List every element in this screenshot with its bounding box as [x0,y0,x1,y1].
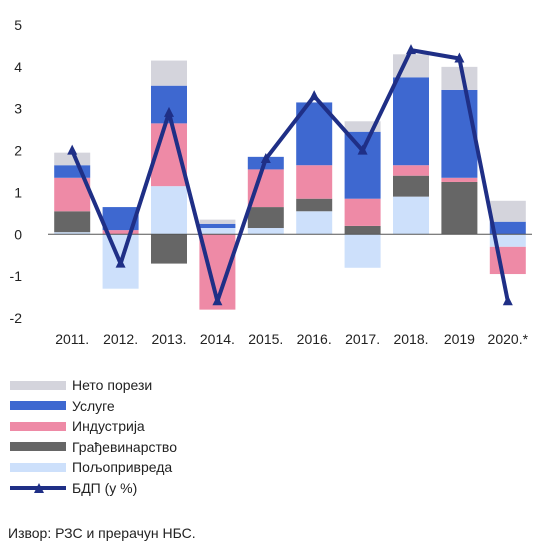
legend-swatch-construction [10,442,66,452]
bar-segment [151,234,187,264]
bar-segment [393,165,429,176]
bar-segment [102,230,139,235]
legend-swatch-gdp [10,482,66,493]
y-tick-label: 5 [14,17,22,33]
bar-segment [296,198,333,212]
legend-swatch-agriculture [10,462,66,472]
y-tick-label: 2 [14,143,22,159]
bar-segment [54,232,91,235]
legend-label-agriculture: Пољопривреда [72,459,173,476]
x-tick-label: 2011. [55,331,89,347]
gdp-point [115,257,126,268]
x-tick-label: 2014. [200,331,235,347]
legend-item-services: Услуге [10,396,177,417]
bar-segment [247,228,284,235]
gdp-point [309,90,320,101]
bar-segment [151,60,187,86]
bar-segment [199,219,236,224]
y-tick-label: -1 [10,268,23,284]
bar-segment [344,121,381,132]
bar-segment [441,66,478,90]
legend-item-construction: Грађевинарство [10,437,177,458]
x-tick-label: 2012. [103,331,138,347]
bar-segment [489,234,526,247]
gdp-point [164,106,174,117]
bar-segment [54,152,91,166]
gdp-point [406,44,416,55]
x-tick-label: 2016. [297,331,332,347]
gdp-point [357,144,368,155]
legend-swatch-services [10,401,66,411]
y-tick-label: 3 [14,101,22,117]
bar-segment [344,234,381,268]
legend-swatch-industry [10,421,66,431]
bar-segment [489,200,526,222]
legend-label-gdp: БДП (у %) [72,479,138,496]
bar-segment [441,89,478,178]
y-tick-label: 4 [14,59,22,75]
legend-item-net-taxes: Нето порези [10,375,177,396]
bar-segment [344,131,381,199]
gdp-point [454,52,465,63]
bar-segment [393,175,429,197]
bar-segment [199,223,236,229]
y-tick-label: 0 [14,226,22,242]
y-tick-label: -2 [10,310,23,326]
bar-segment [102,207,139,231]
gdp-point [260,152,271,163]
chart: -2 -1 0 1 2 3 4 5 2011. 2012. 2013. 2014. 2015. 2016… [10,17,532,347]
y-tick-label: 1 [14,184,22,200]
bar-segment [344,225,381,235]
bar-segment [344,198,381,226]
legend: Нето порези Услуге Индустрија Грађевинар… [10,375,177,498]
x-tick-label: 2019 [444,331,475,347]
bar-segment [247,207,284,229]
legend-label-net-taxes: Нето порези [72,377,153,394]
gdp-point [67,144,78,155]
bar-segment [296,211,333,235]
bar-segment [393,196,429,235]
legend-item-industry: Индустрија [10,416,177,437]
gdp-line [70,48,510,304]
x-tick-label: 2018. [393,331,428,347]
gdp-point [212,295,223,306]
bar-segment [54,211,91,233]
bar-segment [441,177,478,182]
bar-segment [489,246,526,275]
legend-item-gdp: БДП (у %) [10,478,177,499]
bar-segment [441,181,478,235]
bar-segment [296,165,333,199]
legend-item-agriculture: Пољопривреда [10,457,177,478]
bar-segment [489,221,526,235]
legend-label-construction: Грађевинарство [72,438,177,455]
bar-segment [393,77,429,166]
gdp-point [502,295,513,306]
x-tick-label: 2013. [151,331,186,347]
x-tick-label: 2015. [248,331,283,347]
bar-segment [199,228,236,235]
legend-label-services: Услуге [72,397,115,414]
source-note: Извор: РЗС и прерачун НБС. [8,525,196,541]
legend-label-industry: Индустрија [72,418,145,435]
bar-segment [151,186,187,235]
legend-swatch-net-taxes [10,380,66,390]
x-tick-label: 2017. [345,331,380,347]
x-tick-label: 2020.* [488,331,529,347]
